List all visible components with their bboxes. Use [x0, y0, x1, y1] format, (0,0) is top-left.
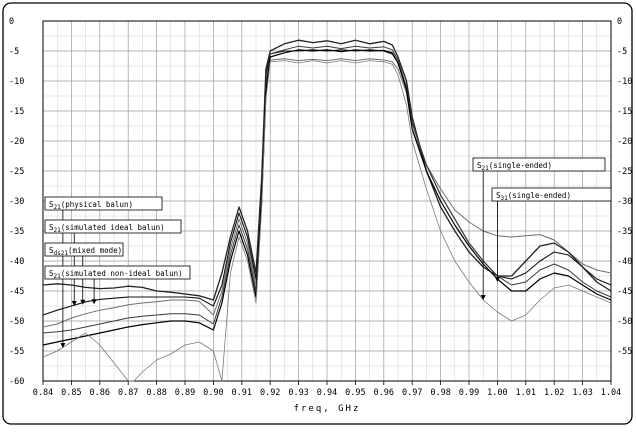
annotation-box: [44, 196, 163, 211]
annotation-arrow: [60, 343, 66, 348]
series-line: [42, 49, 612, 346]
y-tick-label-left: -60: [9, 377, 24, 387]
series-line: [42, 60, 612, 382]
x-tick-label: 0.84: [33, 388, 53, 398]
y-tick-label-left: -5: [9, 47, 19, 57]
y-tick-label-left: -20: [9, 137, 24, 147]
y-tick-label-left: -10: [9, 77, 24, 87]
y-tick-label-left: 0: [9, 17, 14, 27]
annotation-arrow: [80, 299, 86, 305]
y-tick-label-left: -50: [9, 317, 24, 327]
y-tick-label-left: -25: [9, 167, 24, 177]
series-line: [42, 49, 612, 316]
annotation-box: [491, 187, 612, 202]
annotation-label: S21(physical balun): [49, 200, 133, 211]
series-line: [42, 58, 612, 328]
annotation-label: Sds21(mixed mode): [49, 246, 122, 257]
y-axis-left-ticks: 0 -5 -10 -15 -20 -25 -30 -35 -40 -45 -50 -55 -60: [9, 17, 24, 387]
x-tick-label: 1.02: [544, 388, 564, 398]
x-tick-label: 1.01: [516, 388, 536, 398]
x-tick-label: 0.95: [345, 388, 365, 398]
x-tick-label: 0.88: [146, 388, 166, 398]
x-tick-label: 0.87: [118, 388, 138, 398]
y-tick-label-left: -35: [9, 227, 24, 237]
x-tick-label: 0.86: [90, 388, 110, 398]
y-tick-label-right: -15: [617, 107, 632, 117]
annotation-box: [44, 242, 124, 257]
y-tick-label-right: -55: [617, 347, 632, 357]
annotation-box: [472, 157, 606, 172]
y-tick-label-right: -50: [617, 317, 632, 327]
annotation-arrow: [480, 295, 486, 300]
x-tick-label: 0.96: [374, 388, 394, 398]
y-tick-label-right: -5: [617, 47, 627, 57]
annotation-arrow: [494, 277, 500, 282]
x-tick-label: 0.85: [61, 388, 81, 398]
x-tick-label: 0.97: [402, 388, 422, 398]
x-tick-label: 0.89: [175, 388, 195, 398]
y-tick-label-left: -15: [9, 107, 24, 117]
y-tick-label-right: -35: [617, 227, 632, 237]
x-tick-label: 0.99: [459, 388, 479, 398]
series-line: [42, 45, 612, 334]
y-tick-label-right: -30: [617, 197, 632, 207]
annotation-label: S21(single-ended): [477, 161, 552, 172]
annotation-4: S21(simulated non-ideal balun): [44, 265, 191, 305]
x-tick-label: 0.94: [317, 388, 337, 398]
y-axis-right-ticks: 0 -5 -10 -15 -20 -25 -30 -35 -40 -45 -50 -55: [617, 17, 632, 357]
x-tick-label: 1.04: [601, 388, 621, 398]
x-tick-label: 1.00: [487, 388, 507, 398]
annotation-arrow: [91, 299, 97, 305]
y-tick-label-left: -55: [9, 347, 24, 357]
y-tick-label-right: -25: [617, 167, 632, 177]
y-tick-label-right: -45: [617, 287, 632, 297]
x-axis-ticks: 0.84 0.85 0.86 0.87 0.88 0.89 0.90 0.91 0.92 0.93…: [33, 381, 621, 398]
series-group: [42, 39, 612, 382]
y-tick-label-right: 0: [617, 17, 622, 27]
series-line: [42, 39, 612, 301]
x-tick-label: 0.93: [288, 388, 308, 398]
y-tick-label-right: -20: [617, 137, 632, 147]
x-tick-label: 1.03: [572, 388, 592, 398]
chart-border: [2, 2, 633, 425]
annotation-box: [44, 265, 191, 280]
y-tick-label-right: -40: [617, 257, 632, 267]
annotation-arrow: [71, 301, 77, 306]
annotation-box: [44, 219, 182, 234]
annotation-label: S31(single-ended): [496, 191, 571, 202]
y-tick-label-right: -10: [617, 77, 632, 87]
annotations: S21(physical balun) S21(simulated ideal b…: [44, 157, 612, 348]
annotation-6: S31(single-ended): [491, 187, 612, 282]
x-tick-label: 0.92: [260, 388, 280, 398]
annotation-5: S21(single-ended): [472, 157, 606, 300]
y-tick-label-left: -40: [9, 257, 24, 267]
x-axis-label: freq, GHz: [294, 404, 361, 414]
y-tick-label-left: -30: [9, 197, 24, 207]
x-tick-label: 0.90: [203, 388, 223, 398]
annotation-label: S21(simulated non-ideal balun): [49, 269, 183, 280]
x-tick-label: 0.91: [232, 388, 252, 398]
y-tick-label-left: -45: [9, 287, 24, 297]
x-tick-label: 0.98: [430, 388, 450, 398]
annotation-label: S21(simulated ideal balun): [49, 223, 165, 234]
